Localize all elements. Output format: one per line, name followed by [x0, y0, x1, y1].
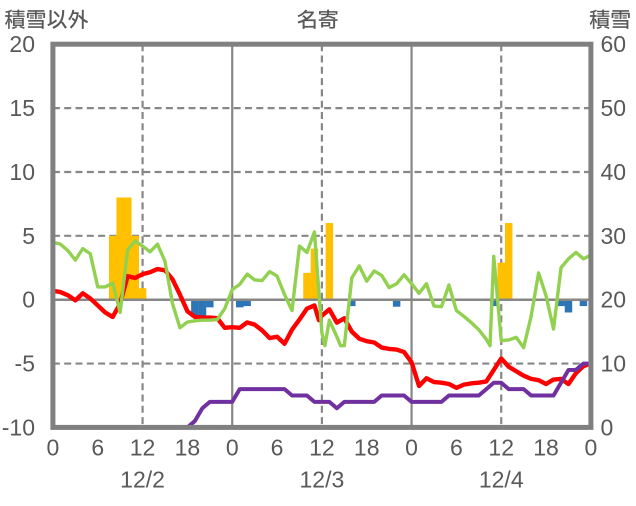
- svg-text:-5: -5: [15, 351, 35, 377]
- svg-text:12: 12: [309, 435, 335, 461]
- svg-text:12/3: 12/3: [300, 467, 345, 493]
- svg-text:0: 0: [226, 435, 239, 461]
- svg-text:12/4: 12/4: [479, 467, 524, 493]
- svg-text:12: 12: [488, 435, 514, 461]
- svg-text:6: 6: [450, 435, 463, 461]
- svg-text:40: 40: [601, 159, 627, 185]
- svg-text:0: 0: [601, 414, 614, 440]
- svg-text:-10: -10: [2, 414, 35, 440]
- svg-text:15: 15: [9, 95, 35, 121]
- svg-text:6: 6: [91, 435, 104, 461]
- svg-text:20: 20: [9, 31, 35, 57]
- svg-text:18: 18: [175, 435, 201, 461]
- svg-text:18: 18: [533, 435, 559, 461]
- svg-text:50: 50: [601, 95, 627, 121]
- svg-text:12/2: 12/2: [120, 467, 165, 493]
- svg-text:20: 20: [601, 287, 627, 313]
- svg-text:0: 0: [47, 435, 60, 461]
- svg-text:0: 0: [585, 435, 598, 461]
- svg-text:10: 10: [9, 159, 35, 185]
- svg-text:30: 30: [601, 223, 627, 249]
- svg-text:6: 6: [271, 435, 284, 461]
- svg-text:12: 12: [130, 435, 156, 461]
- svg-text:60: 60: [601, 31, 627, 57]
- svg-text:5: 5: [22, 223, 35, 249]
- svg-text:18: 18: [354, 435, 380, 461]
- svg-text:0: 0: [405, 435, 418, 461]
- svg-text:10: 10: [601, 351, 627, 377]
- svg-text:0: 0: [22, 287, 35, 313]
